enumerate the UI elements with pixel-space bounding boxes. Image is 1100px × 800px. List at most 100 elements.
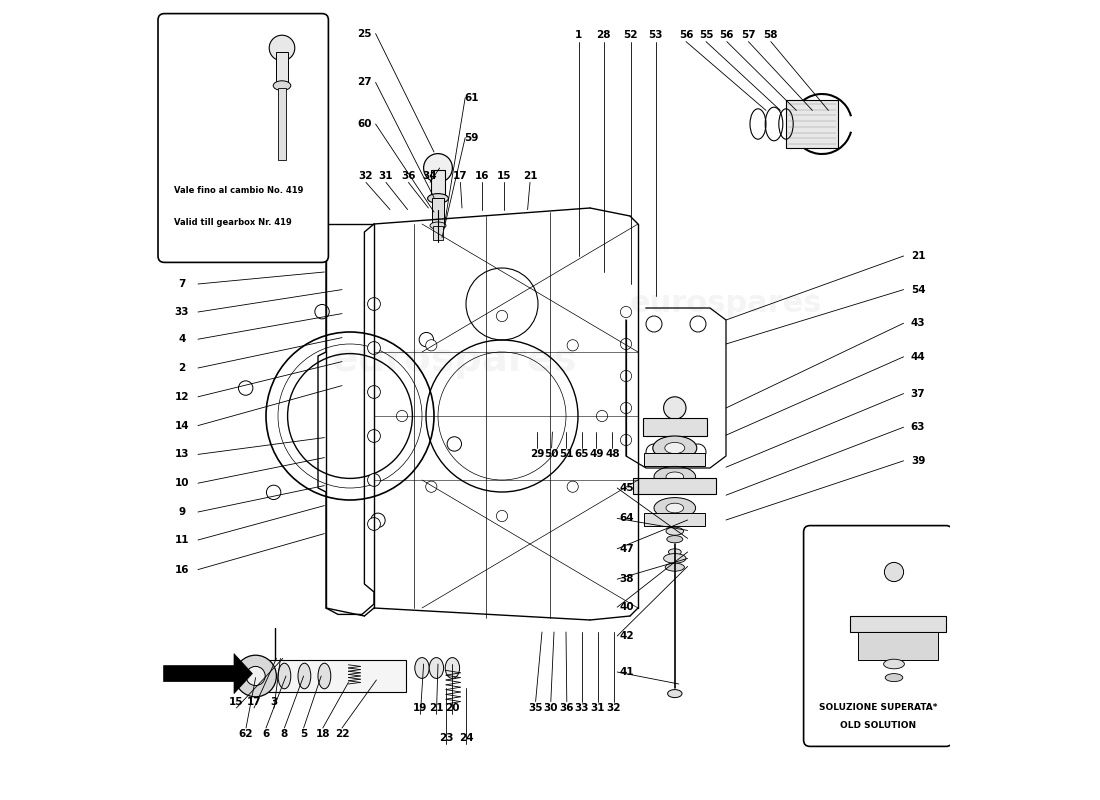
Bar <box>244 660 406 692</box>
Bar <box>432 198 443 224</box>
Text: eurospares: eurospares <box>331 341 576 379</box>
Text: 11: 11 <box>175 535 189 545</box>
Ellipse shape <box>886 674 903 682</box>
Text: 16: 16 <box>475 171 490 181</box>
Circle shape <box>620 306 631 318</box>
Text: 15: 15 <box>497 171 512 181</box>
Text: 24: 24 <box>459 733 473 742</box>
Text: 21: 21 <box>522 171 537 181</box>
Text: 5: 5 <box>300 730 307 739</box>
Circle shape <box>620 434 631 446</box>
Text: 61: 61 <box>464 93 478 102</box>
Text: 2: 2 <box>178 363 186 373</box>
Text: 43: 43 <box>911 318 925 328</box>
FancyBboxPatch shape <box>158 14 329 262</box>
Circle shape <box>270 35 295 61</box>
Text: 31: 31 <box>591 703 605 713</box>
Circle shape <box>496 310 507 322</box>
Polygon shape <box>850 616 946 632</box>
Text: Valid till gearbox Nr. 419: Valid till gearbox Nr. 419 <box>174 218 292 227</box>
Text: 28: 28 <box>596 30 611 40</box>
Circle shape <box>646 444 662 460</box>
Text: 7: 7 <box>178 279 186 289</box>
Circle shape <box>884 562 903 582</box>
Text: 25: 25 <box>178 47 191 57</box>
Text: 63: 63 <box>911 422 925 432</box>
FancyBboxPatch shape <box>804 526 953 746</box>
Circle shape <box>234 655 276 697</box>
Text: 3: 3 <box>271 697 277 706</box>
Bar <box>634 478 716 494</box>
Text: 17: 17 <box>453 171 468 181</box>
Text: 45: 45 <box>619 483 634 493</box>
Text: 32: 32 <box>607 703 621 713</box>
Text: 53: 53 <box>648 30 663 40</box>
Circle shape <box>367 342 381 354</box>
Circle shape <box>426 340 437 351</box>
Text: 37: 37 <box>911 389 925 398</box>
Ellipse shape <box>298 663 311 689</box>
Ellipse shape <box>883 659 904 669</box>
Circle shape <box>496 510 507 522</box>
Circle shape <box>246 666 265 686</box>
Circle shape <box>266 485 280 499</box>
Text: 27: 27 <box>358 78 372 87</box>
Text: OLD SOLUTION: OLD SOLUTION <box>840 721 916 730</box>
Circle shape <box>367 430 381 442</box>
Text: 33: 33 <box>574 703 590 713</box>
Ellipse shape <box>273 81 290 90</box>
Ellipse shape <box>669 549 681 555</box>
Ellipse shape <box>668 690 682 698</box>
Circle shape <box>367 474 381 486</box>
Polygon shape <box>858 632 938 660</box>
Text: 13: 13 <box>175 450 189 459</box>
Text: 36: 36 <box>402 171 416 181</box>
Text: 16: 16 <box>175 565 189 574</box>
Circle shape <box>315 305 329 319</box>
Text: 44: 44 <box>911 352 925 362</box>
Text: 46: 46 <box>816 671 829 681</box>
Circle shape <box>424 154 452 182</box>
Circle shape <box>663 397 686 419</box>
Text: 36: 36 <box>560 703 574 713</box>
Text: 17: 17 <box>246 697 262 706</box>
Ellipse shape <box>428 194 449 203</box>
Circle shape <box>620 370 631 382</box>
Text: SOLUZIONE SUPERATA*: SOLUZIONE SUPERATA* <box>818 703 937 713</box>
Text: 1: 1 <box>575 30 582 40</box>
Text: 25: 25 <box>358 29 372 38</box>
Text: 33: 33 <box>175 307 189 317</box>
Bar <box>645 453 705 466</box>
Text: 35: 35 <box>528 703 542 713</box>
Text: 9: 9 <box>178 507 186 517</box>
Ellipse shape <box>666 472 683 482</box>
Text: 8: 8 <box>280 730 288 739</box>
Ellipse shape <box>664 442 685 454</box>
Text: 48: 48 <box>605 450 619 459</box>
Text: 64: 64 <box>619 514 634 523</box>
Circle shape <box>367 298 381 310</box>
Circle shape <box>426 481 437 492</box>
Text: 26: 26 <box>178 151 191 161</box>
Text: 4: 4 <box>178 334 186 344</box>
Text: 14: 14 <box>175 421 189 430</box>
Text: 6: 6 <box>263 730 270 739</box>
Circle shape <box>568 481 579 492</box>
Text: eurospares: eurospares <box>629 290 823 318</box>
Text: 10: 10 <box>175 478 189 488</box>
Circle shape <box>690 316 706 332</box>
Text: 20: 20 <box>446 703 460 713</box>
Text: 34: 34 <box>422 171 438 181</box>
Bar <box>642 418 707 436</box>
Text: 58: 58 <box>763 30 778 40</box>
Text: 8: 8 <box>178 251 186 261</box>
Text: 42: 42 <box>619 631 634 641</box>
Circle shape <box>371 513 385 527</box>
Text: 39: 39 <box>911 456 925 466</box>
Text: 57: 57 <box>741 30 756 40</box>
Text: 29: 29 <box>530 450 544 459</box>
Text: 15: 15 <box>229 697 244 706</box>
Circle shape <box>447 437 462 451</box>
Ellipse shape <box>278 663 290 689</box>
Text: 56: 56 <box>719 30 734 40</box>
